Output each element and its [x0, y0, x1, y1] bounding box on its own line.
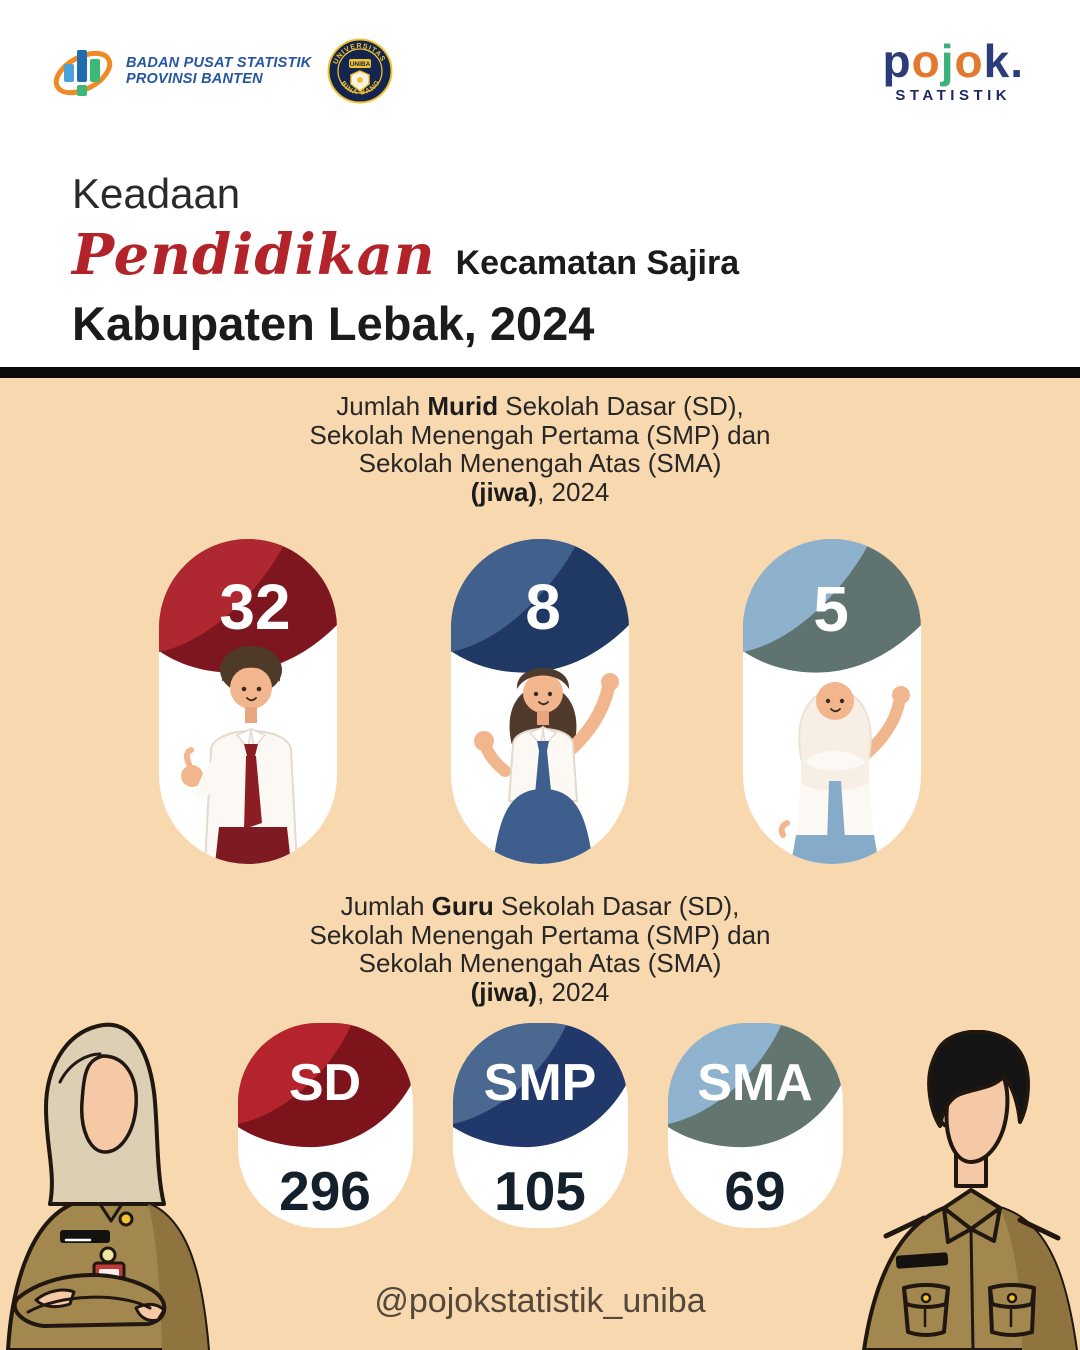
- student-pill-row: 32: [0, 539, 1080, 864]
- social-handle: @pojokstatistik_uniba: [374, 1282, 706, 1320]
- badge-guru-sd: SD 296: [237, 1023, 413, 1228]
- pojok-letter: o: [954, 35, 984, 87]
- badge-guru-sma: SMA 69: [667, 1023, 843, 1228]
- uniba-center-text: UNIBA: [350, 61, 371, 68]
- teacher-badge-row: SD 296 SMP 105 SMA: [0, 1023, 1080, 1228]
- header: BADAN PUSAT STATISTIK PROVINSI BANTEN UN…: [0, 0, 1080, 367]
- pojok-statistik-logo: pojok. STATISTIK: [883, 38, 1024, 104]
- murid-smp-value: 8: [525, 571, 561, 643]
- student-sd-illustration: [181, 646, 299, 864]
- murid-title-line1: Jumlah Murid Sekolah Dasar (SD),: [336, 391, 744, 421]
- teacher-male-illustration: [862, 1030, 1078, 1350]
- guru-title-line4: (jiwa), 2024: [470, 976, 610, 1007]
- uniba-logo-icon: UNIVERSITAS BINA BANGSA UNIBA: [324, 33, 393, 104]
- bps-name-line2: PROVINSI BANTEN: [126, 71, 263, 87]
- student-smp-illustration: [474, 668, 619, 864]
- title-script-word: Pendidikan: [72, 222, 436, 288]
- pojok-letter: k: [983, 35, 1011, 87]
- pojok-subtitle: STATISTIK: [895, 87, 1012, 104]
- title-line-pendidikan: Pendidikan Kecamatan Sajira: [72, 222, 739, 288]
- murid-section-title: Jumlah Murid Sekolah Dasar (SD), Sekolah…: [0, 392, 1080, 506]
- teacher-female-illustration: [6, 1022, 210, 1350]
- guru-smp-value: 105: [494, 1160, 586, 1222]
- guru-title-line1: Jumlah Guru Sekolah Dasar (SD),: [340, 891, 740, 921]
- pojok-letter: .: [1010, 35, 1024, 87]
- murid-title-line2: Sekolah Menengah Pertama (SMP) dan: [309, 419, 771, 450]
- pill-murid-sd: 32: [159, 539, 337, 864]
- bps-name-line1: BADAN PUSAT STATISTIK: [126, 55, 312, 71]
- student-sma-illustration: [778, 682, 910, 864]
- title-line-kabupaten: Kabupaten Lebak, 2024: [72, 297, 595, 350]
- guru-section-title: Jumlah Guru Sekolah Dasar (SD), Sekolah …: [0, 892, 1080, 1006]
- guru-sma-label: SMA: [697, 1054, 813, 1112]
- guru-sd-value: 296: [279, 1160, 371, 1222]
- uniba-logo-block: UNIVERSITAS BINA BANGSA UNIBA: [324, 33, 393, 109]
- pill-murid-smp: 8: [451, 539, 629, 864]
- title-kecamatan: Kecamatan Sajira: [455, 244, 740, 282]
- pojok-letter: j: [940, 35, 955, 87]
- guru-title-line2: Sekolah Menengah Pertama (SMP) dan: [309, 919, 771, 950]
- pill-murid-sma: 5: [743, 539, 921, 864]
- bps-logo-icon: [53, 50, 113, 96]
- murid-title-line4: (jiwa), 2024: [470, 476, 610, 507]
- pojok-letter: p: [882, 35, 912, 87]
- black-divider-bar: [0, 367, 1080, 378]
- guru-title-line3: Sekolah Menengah Atas (SMA): [358, 948, 722, 978]
- badge-guru-smp: SMP 105: [452, 1023, 628, 1228]
- guru-smp-label: SMP: [483, 1054, 596, 1112]
- pojok-letter: o: [911, 35, 941, 87]
- poster-title: Keadaan Pendidikan Kecamatan Sajira Kabu…: [72, 170, 739, 351]
- murid-sma-value: 5: [813, 573, 849, 645]
- content-area: Jumlah Murid Sekolah Dasar (SD), Sekolah…: [0, 378, 1080, 1350]
- guru-sd-label: SD: [288, 1054, 360, 1112]
- murid-title-line3: Sekolah Menengah Atas (SMA): [358, 448, 722, 478]
- title-line-keadaan: Keadaan: [72, 170, 241, 217]
- bps-logo-block: BADAN PUSAT STATISTIK PROVINSI BANTEN: [52, 38, 311, 104]
- pojok-wordmark: pojok.: [883, 38, 1024, 84]
- guru-sma-value: 69: [724, 1160, 785, 1222]
- bps-name: BADAN PUSAT STATISTIK PROVINSI BANTEN: [126, 55, 311, 87]
- murid-sd-value: 32: [219, 571, 290, 643]
